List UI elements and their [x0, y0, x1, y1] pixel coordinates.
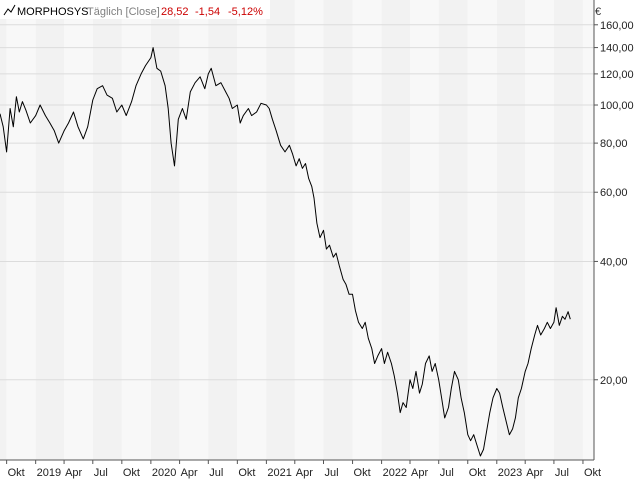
background-band: [121, 0, 151, 460]
chart-header: MORPHOSYS Täglich [Close] 28,52 -1,54 -5…: [0, 0, 270, 19]
header-background: [0, 0, 270, 19]
header-last-price: 28,52: [161, 6, 189, 18]
background-band: [179, 0, 209, 460]
x-tick-label: Jul: [209, 467, 223, 479]
x-tick-label: Apr: [181, 467, 198, 479]
x-tick-label: 2022: [383, 467, 407, 479]
background-band: [525, 0, 554, 460]
y-tick-label: 120,00: [600, 69, 634, 81]
x-tick-label: 2021: [267, 467, 291, 479]
header-change: -1,54: [195, 6, 220, 18]
y-tick-label: 20,00: [600, 375, 628, 387]
x-tick-label: Okt: [584, 467, 601, 479]
x-tick-label: Apr: [526, 467, 543, 479]
background-band: [0, 0, 7, 460]
background-band: [92, 0, 122, 460]
x-tick-label: Okt: [469, 467, 486, 479]
background-band: [553, 0, 583, 460]
background-band: [266, 0, 295, 460]
price-line-layer: [0, 47, 571, 457]
y-axis-tick-labels: 20,00 40,00 60,00 80,00 100,00 120,00 140,00 16…: [600, 20, 634, 387]
background-band: [381, 0, 410, 460]
background-band: [150, 0, 180, 460]
background-band: [467, 0, 497, 460]
background-band: [237, 0, 267, 460]
x-tick-label: Okt: [354, 467, 371, 479]
header-symbol: MORPHOSYS: [17, 6, 89, 18]
background-band: [582, 0, 594, 460]
x-tick-label: Okt: [8, 467, 25, 479]
background-band: [496, 0, 526, 460]
x-tick-label: Okt: [238, 467, 255, 479]
x-tick-label: Apr: [296, 467, 313, 479]
line-chart-icon: [3, 4, 16, 16]
header-change-percent: -5,12%: [228, 6, 263, 18]
x-axis-tick-labels: Okt 2019 Apr Jul Okt 2020 Apr Jul Okt 2021 Apr Jul O…: [8, 467, 601, 479]
background-band: [409, 0, 439, 460]
y-tick-label: 80,00: [600, 138, 628, 150]
y-tick-label: 140,00: [600, 43, 634, 55]
x-tick-label: 2023: [498, 467, 522, 479]
chart-background-bands: [0, 0, 594, 460]
header-interval: Täglich [Close]: [87, 6, 160, 18]
background-band: [35, 0, 65, 460]
x-tick-label: 2020: [152, 467, 176, 479]
x-tick-label: Jul: [440, 467, 454, 479]
y-tick-label: 160,00: [600, 20, 634, 32]
background-band: [208, 0, 238, 460]
background-band: [6, 0, 36, 460]
x-tick-label: Apr: [411, 467, 428, 479]
background-band: [323, 0, 353, 460]
price-series-line: [0, 47, 571, 457]
background-band: [64, 0, 93, 460]
chart-axes: [0, 0, 598, 464]
horizontal-gridlines: [0, 24, 594, 381]
x-tick-label: Okt: [123, 467, 140, 479]
currency-symbol: €: [595, 6, 601, 18]
y-tick-label: 40,00: [600, 256, 628, 268]
y-tick-label: 100,00: [600, 100, 634, 112]
background-band: [352, 0, 382, 460]
x-tick-label: Jul: [555, 467, 569, 479]
y-tick-label: 60,00: [600, 187, 628, 199]
background-band: [438, 0, 468, 460]
background-band: [294, 0, 324, 460]
x-tick-label: Jul: [325, 467, 339, 479]
x-tick-label: Apr: [65, 467, 82, 479]
x-tick-label: Jul: [94, 467, 108, 479]
x-tick-label: 2019: [37, 467, 61, 479]
